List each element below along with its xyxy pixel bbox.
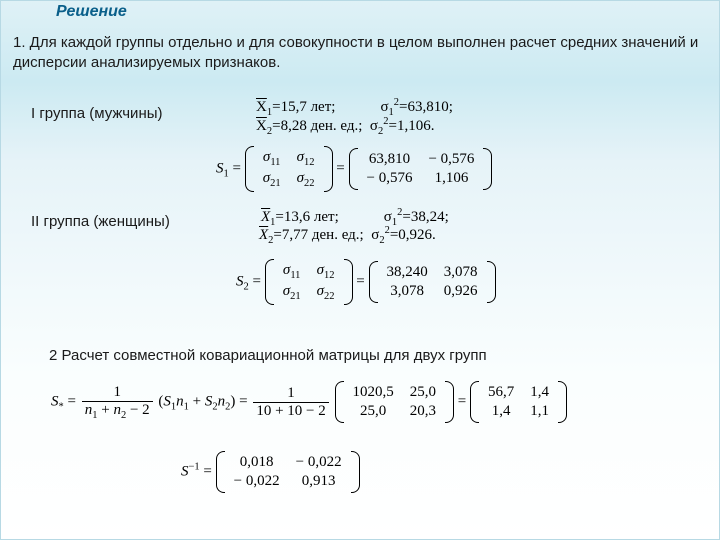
sstar-formula: S* = 1 n1 + n2 − 2 (S1n1 + S2n2) = 1 10 …	[51, 381, 567, 423]
g1-x2: 8,28	[281, 118, 307, 134]
sstar-num: 1	[82, 384, 153, 402]
g2-x1u: лет;	[314, 209, 339, 225]
si-10: − 0,022	[226, 472, 288, 491]
sstar-den: 10 + 10 − 2	[253, 403, 328, 420]
ss-r10: 1,4	[480, 402, 522, 421]
s2-v01: 3,078	[436, 263, 486, 282]
g2-s1: 38,24;	[411, 209, 449, 225]
group2-label: II группа (женщины)	[31, 213, 170, 230]
paragraph-1: 1. Для каждой группы отдельно и для сово…	[13, 33, 707, 74]
g2-x2u: ден. ед.;	[312, 227, 364, 243]
ss-r11: 1,1	[522, 402, 557, 421]
ss-m10: 25,0	[345, 402, 402, 421]
s1-v01: − 0,576	[420, 150, 482, 169]
si-01: − 0,022	[288, 453, 350, 472]
s2-v11: 0,926	[436, 282, 486, 301]
g1-x2u: ден. ед.;	[311, 118, 363, 134]
s1-matrix: S1 = σ11σ12 σ21σ22 = 63,810− 0,576 − 0,5…	[216, 146, 492, 192]
g2-x1: 13,6	[284, 209, 310, 225]
s2-v10: 3,078	[379, 282, 436, 301]
group1-stats-line1: X1=15,7 лет; σ12=63,810;	[256, 97, 453, 118]
group1-label: I группа (мужчины)	[31, 105, 163, 122]
s2-v00: 38,240	[379, 263, 436, 282]
g2-x2: 7,77	[282, 227, 308, 243]
ss-m01: 25,0	[402, 383, 444, 402]
paragraph-2: 2 Расчет совместной ковариационной матри…	[49, 347, 487, 364]
s1-v10: − 0,576	[359, 169, 421, 188]
g1-s2: 1,106.	[397, 118, 435, 134]
ss-r00: 56,7	[480, 383, 522, 402]
g1-s1: 63,810;	[408, 99, 453, 115]
group1-stats-line2: X2=8,28 ден. ед.; σ22=1,106.	[256, 116, 434, 137]
slide: Решение 1. Для каждой группы отдельно и …	[0, 0, 720, 540]
g1-x1u: лет;	[311, 99, 336, 115]
si-11: 0,913	[288, 472, 350, 491]
s1-v00: 63,810	[359, 150, 421, 169]
ss-r01: 1,4	[522, 383, 557, 402]
s2-matrix: S2 = σ11σ12 σ21σ22 = 38,2403,078 3,0780,…	[236, 259, 496, 305]
s1-v11: 1,106	[420, 169, 482, 188]
ss-m00: 1020,5	[345, 383, 402, 402]
g1-x1: 15,7	[281, 99, 307, 115]
g2-s2: 0,926.	[398, 227, 436, 243]
slide-title: Решение	[56, 3, 127, 21]
group2-stats-line2: X2=7,77 ден. ед.; σ22=0,926.	[259, 225, 436, 246]
sinv-matrix: S−1 = 0,018− 0,022 − 0,0220,913	[181, 451, 360, 493]
si-00: 0,018	[226, 453, 288, 472]
ss-m11: 20,3	[402, 402, 444, 421]
